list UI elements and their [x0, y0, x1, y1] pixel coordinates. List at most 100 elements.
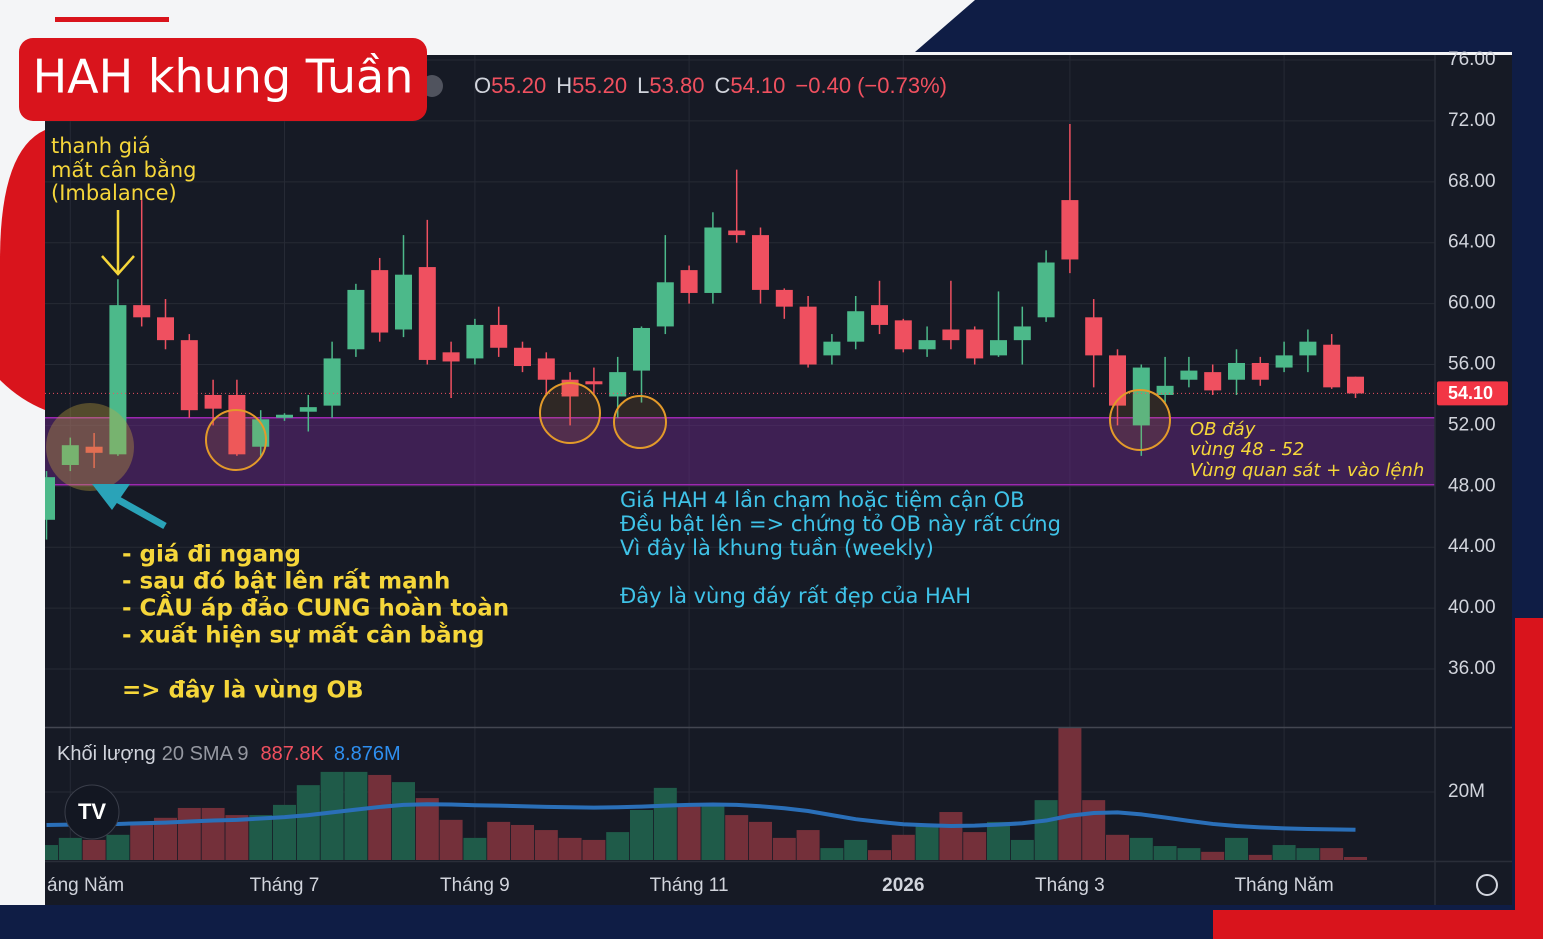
volume-bar — [725, 815, 749, 860]
arrow-head — [92, 484, 130, 510]
last-price-box — [1437, 381, 1508, 406]
annotation: - sau đó bật lên rất mạnh — [122, 568, 450, 595]
volume-bar — [749, 821, 772, 860]
y-tick-label: 68.00 — [1448, 171, 1496, 192]
volume-bar — [1082, 800, 1106, 860]
legend-key: L — [637, 73, 649, 98]
candle-body — [323, 358, 341, 406]
candle-body — [395, 274, 412, 330]
candle-body — [299, 407, 317, 412]
candle-body — [847, 311, 865, 342]
y-tick-label: 64.00 — [1448, 232, 1496, 253]
annotation: (Imbalance) — [51, 181, 177, 205]
candle-body — [109, 305, 127, 455]
candle-body — [1037, 262, 1055, 318]
candle-body — [157, 317, 174, 341]
volume-bar — [558, 837, 582, 860]
volume-value: 887.8K — [261, 743, 325, 765]
chart-panel — [45, 55, 1512, 905]
candle-body — [1347, 376, 1364, 394]
volume-bar — [1058, 728, 1082, 860]
volume-bar — [1201, 851, 1225, 860]
touch-circle — [613, 395, 667, 449]
volume-bar — [273, 804, 296, 860]
volume-bar — [1010, 839, 1034, 860]
legend-change-pct: (−0.73%) — [857, 73, 947, 98]
legend-key: H — [556, 73, 572, 98]
annotation: Giá HAH 4 lần chạm hoặc tiệm cận OB — [620, 488, 1025, 512]
candle-body — [1132, 367, 1150, 426]
touch-circle — [539, 382, 601, 444]
candle-body — [990, 340, 1007, 356]
tv-logo-mark: TV — [78, 799, 106, 824]
candle-body — [371, 270, 389, 333]
legend-change: −0.40 — [795, 73, 851, 98]
volume-bar — [415, 798, 439, 860]
y-tick-label: 36.00 — [1448, 658, 1496, 679]
volume-bar — [606, 832, 630, 860]
y2-tick-label: 20M — [1448, 781, 1485, 802]
candle-body — [752, 235, 769, 290]
volume-bar — [1225, 837, 1248, 860]
annotation: Đây là vùng đáy rất đẹp của HAH — [620, 584, 971, 608]
legend-key: C — [714, 73, 730, 98]
volume-bar — [1034, 800, 1058, 860]
volume-bar — [1129, 837, 1153, 860]
x-tick-label: 2026 — [882, 875, 924, 896]
candle-body — [704, 227, 722, 293]
volume-bar — [1177, 848, 1201, 860]
annotation: OB đáy — [1190, 419, 1256, 440]
sma-value: 8.876M — [334, 743, 401, 765]
highlight-circle — [46, 403, 134, 491]
candle-body — [1180, 370, 1198, 380]
candle-body — [442, 352, 460, 362]
volume-bar — [511, 824, 534, 860]
volume-title: Khối lượng — [57, 743, 156, 765]
y-tick-label: 60.00 — [1448, 293, 1496, 314]
volume-bar — [1272, 845, 1296, 860]
legend-value: 55.20 — [572, 73, 627, 98]
candle-body — [61, 445, 79, 465]
candle-body — [45, 477, 55, 520]
y-tick-label: 40.00 — [1448, 597, 1496, 618]
annotation: Vì đây là khung tuần (weekly) — [620, 536, 934, 560]
candle-body — [514, 347, 531, 367]
volume-bar — [677, 804, 701, 860]
red-bar — [55, 17, 169, 22]
sma-line — [46, 802, 1356, 832]
volume-bar — [177, 807, 201, 860]
volume-bar — [844, 839, 868, 860]
annotation: Vùng quan sát + vào lệnh — [1190, 460, 1424, 481]
settings-icon[interactable] — [1476, 874, 1498, 896]
legend-value: 55.20 — [491, 73, 546, 98]
volume-bar — [154, 817, 177, 860]
volume-bar — [45, 845, 58, 860]
tv-logo[interactable] — [64, 784, 120, 840]
candle-body — [799, 306, 817, 365]
candle-body — [1204, 372, 1222, 391]
annotation: thanh giá — [51, 134, 151, 158]
last-price-label: 54.10 — [1448, 383, 1493, 403]
volume-bar — [1296, 848, 1320, 860]
candle-body — [1085, 317, 1103, 356]
annotation: - giá đi ngang — [122, 542, 301, 568]
annotation: - CẦU áp đảo CUNG hoàn toàn — [122, 591, 509, 622]
candle-body — [1299, 341, 1317, 356]
y-tick-label: 52.00 — [1448, 414, 1496, 435]
volume-bar — [796, 830, 820, 860]
volume-bar — [130, 824, 154, 860]
volume-bar — [1344, 856, 1367, 860]
volume-bar — [891, 834, 915, 860]
volume-bar — [963, 832, 987, 860]
annotation: => đây là vùng OB — [122, 678, 364, 704]
volume-bar — [463, 837, 487, 860]
annotation: vùng 48 - 52 — [1190, 439, 1304, 460]
candle-body — [1156, 385, 1174, 395]
candle-body — [894, 320, 912, 350]
volume-bar — [249, 815, 273, 860]
candle-body — [609, 372, 627, 397]
candle-body — [775, 289, 793, 307]
candle-body — [871, 305, 888, 325]
volume-bar — [487, 821, 511, 860]
